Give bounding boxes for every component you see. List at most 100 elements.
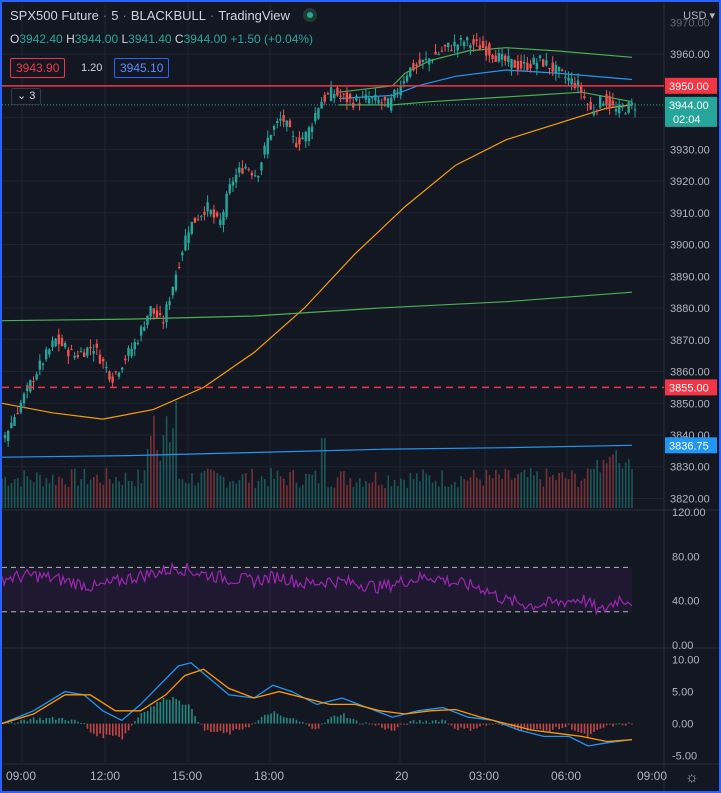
candle-body — [114, 371, 118, 373]
candle-body — [595, 110, 599, 112]
macd-histogram-bar — [586, 723, 589, 738]
candle-body — [301, 137, 304, 140]
macd-histogram-bar — [263, 714, 266, 724]
currency-menu[interactable]: USD ▾ — [683, 9, 715, 22]
macd-histogram-bar — [526, 723, 529, 731]
candle-body — [184, 235, 187, 251]
macd-histogram-bar — [552, 723, 554, 730]
macd-histogram-bar — [86, 723, 89, 729]
candle-body — [526, 62, 529, 71]
macd-histogram-bar — [441, 719, 443, 724]
candle-body — [260, 162, 263, 171]
volume-bar — [74, 468, 76, 508]
volume-bar — [333, 487, 336, 508]
macd-histogram-bar — [289, 718, 291, 724]
candle-body — [48, 349, 51, 355]
volume-bar — [412, 478, 415, 508]
candle-body — [35, 374, 38, 380]
macd-histogram-bar — [80, 722, 82, 724]
macd-histogram-bar — [558, 723, 560, 730]
volume-bar — [93, 476, 95, 508]
macd-histogram-bar — [168, 699, 171, 724]
rsi-tick: 0.00 — [672, 640, 693, 652]
macd-histogram-bar — [412, 720, 415, 724]
macd-tick: -5.00 — [672, 751, 697, 763]
macd-histogram-bar — [282, 717, 285, 724]
volume-bar — [374, 472, 377, 508]
candle-body — [127, 348, 130, 356]
volume-bar — [130, 480, 133, 508]
time-tick: 09:00 — [637, 769, 667, 783]
candle-body — [567, 77, 570, 81]
macd-histogram-bar — [434, 719, 437, 724]
volume-bar — [26, 476, 29, 508]
macd-histogram-bar — [425, 720, 428, 724]
volume-bar — [51, 474, 54, 508]
indicators-toggle[interactable]: ⌄ 3 — [11, 88, 42, 105]
macd-histogram-bar — [197, 722, 200, 724]
candle-body — [336, 87, 339, 96]
volume-bar — [248, 482, 250, 508]
volume-bar — [431, 482, 434, 508]
symbol-name[interactable]: SPX500 Future — [10, 8, 99, 23]
series-line — [2, 291, 633, 322]
candle-body — [510, 58, 513, 69]
volume-bar — [270, 468, 272, 508]
broker-name: BLACKBULL — [130, 8, 206, 23]
candle-body — [630, 102, 634, 105]
macd-histogram-bar — [153, 706, 155, 724]
macd-histogram-bar — [472, 723, 475, 729]
settings-gear-icon[interactable]: ☼ — [685, 769, 699, 786]
volume-bar — [305, 473, 307, 508]
candle-body — [434, 51, 437, 55]
candle-body — [440, 50, 444, 52]
currency-suffix: ▾ — [709, 10, 715, 22]
candle-body — [447, 42, 450, 48]
buy-button[interactable]: 3945.10 — [114, 58, 170, 78]
macd-histogram-bar — [314, 723, 317, 730]
volume-bar — [99, 482, 101, 508]
volume-bar — [343, 471, 345, 508]
macd-histogram-bar — [336, 716, 339, 724]
volume-bar — [10, 483, 13, 508]
volume-bar — [599, 472, 602, 508]
macd-histogram-bar — [74, 719, 76, 724]
time-tick: 12:00 — [90, 769, 120, 783]
series-line — [339, 47, 633, 93]
rsi-line — [2, 561, 633, 616]
volume-bar — [377, 485, 380, 508]
macd-histogram-bar — [39, 717, 41, 724]
macd-histogram-bar — [495, 723, 497, 725]
volume-bar — [67, 486, 70, 508]
volume-bar — [488, 474, 491, 508]
volume-bar — [485, 470, 488, 508]
macd-histogram-bar — [621, 723, 624, 726]
interval[interactable]: 5 — [111, 8, 119, 23]
candle-body — [551, 62, 554, 72]
macd-histogram-bar — [194, 716, 196, 724]
volume-bar — [282, 478, 285, 508]
macd-histogram-bar — [403, 723, 405, 725]
candle-body — [203, 211, 206, 215]
macd-histogram-bar — [460, 723, 462, 728]
candle-body — [453, 41, 456, 47]
volume-bar — [222, 476, 225, 508]
price-tick: 3930.00 — [670, 144, 710, 156]
macd-histogram-bar — [384, 723, 386, 730]
sell-button[interactable]: 3943.90 — [10, 58, 66, 78]
candle-body — [456, 44, 459, 51]
candle-body — [405, 75, 409, 82]
candle-body — [554, 64, 558, 74]
time-tick: 15:00 — [172, 769, 202, 783]
macd-histogram-bar — [596, 723, 598, 730]
volume-bar — [42, 486, 44, 508]
volume-bar — [548, 476, 551, 508]
candle-body — [79, 351, 83, 353]
volume-bar — [273, 478, 276, 508]
macd-histogram-bar — [590, 723, 592, 735]
macd-histogram-bar — [270, 713, 272, 724]
candle-body — [320, 101, 323, 109]
macd-histogram-bar — [374, 723, 377, 726]
